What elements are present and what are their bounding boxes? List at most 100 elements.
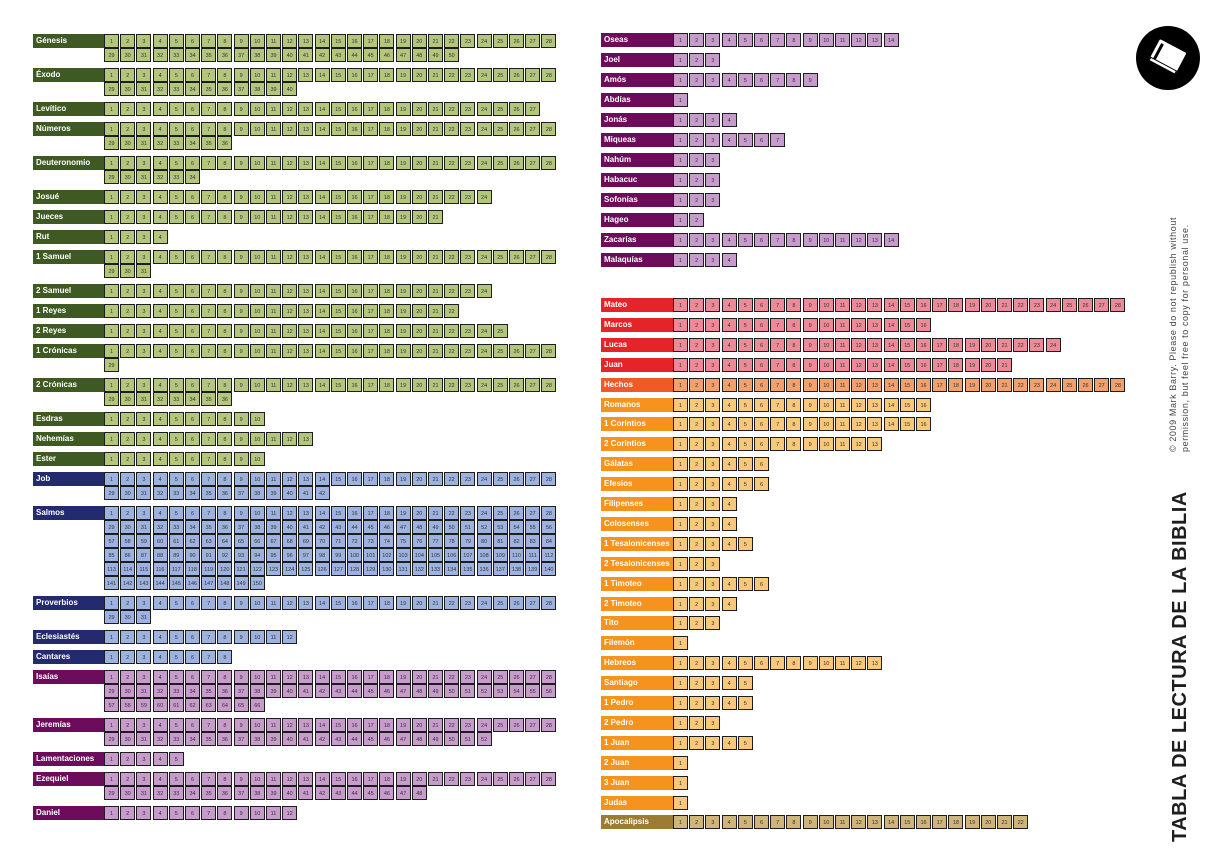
chapter-checkbox[interactable]: 131 <box>395 562 411 576</box>
chapter-checkbox[interactable]: 11 <box>835 33 850 47</box>
chapter-checkbox[interactable]: 5 <box>737 298 753 312</box>
chapter-checkbox[interactable]: 11 <box>835 357 850 372</box>
chapter-checkbox[interactable]: 5 <box>168 806 184 820</box>
chapter-checkbox[interactable]: 31 <box>136 264 152 278</box>
chapter-checkbox[interactable]: 1 <box>104 102 119 116</box>
chapter-checkbox[interactable]: 1 <box>104 596 119 610</box>
chapter-checkbox[interactable]: 132 <box>411 562 427 576</box>
chapter-checkbox[interactable]: 33 <box>168 392 184 406</box>
chapter-checkbox[interactable]: 2 <box>120 506 136 520</box>
chapter-checkbox[interactable]: 21 <box>428 378 443 392</box>
chapter-checkbox[interactable]: 1 <box>673 377 688 392</box>
chapter-checkbox[interactable]: 4 <box>721 113 737 127</box>
chapter-checkbox[interactable]: 2 <box>120 156 136 170</box>
chapter-checkbox[interactable]: 15 <box>330 102 346 116</box>
chapter-checkbox[interactable]: 145 <box>168 576 184 590</box>
chapter-checkbox[interactable]: 12 <box>282 670 298 684</box>
chapter-checkbox[interactable]: 2 <box>689 298 705 312</box>
chapter-checkbox[interactable]: 113 <box>104 562 119 576</box>
chapter-checkbox[interactable]: 22 <box>444 102 460 116</box>
chapter-checkbox[interactable]: 13 <box>298 68 314 82</box>
chapter-checkbox[interactable]: 7 <box>201 718 217 732</box>
chapter-checkbox[interactable]: 23 <box>460 250 476 264</box>
chapter-checkbox[interactable]: 2 <box>120 344 136 358</box>
chapter-checkbox[interactable]: 7 <box>770 33 786 47</box>
chapter-checkbox[interactable]: 23 <box>460 344 476 358</box>
chapter-checkbox[interactable]: 34 <box>185 732 200 746</box>
chapter-checkbox[interactable]: 24 <box>476 34 492 48</box>
chapter-checkbox[interactable]: 4 <box>152 102 168 116</box>
chapter-checkbox[interactable]: 3 <box>136 412 152 426</box>
chapter-checkbox[interactable]: 7 <box>201 324 217 338</box>
chapter-checkbox[interactable]: 8 <box>786 298 802 312</box>
chapter-checkbox[interactable]: 30 <box>120 170 136 184</box>
chapter-checkbox[interactable]: 24 <box>1045 377 1061 392</box>
chapter-checkbox[interactable]: 4 <box>152 210 168 224</box>
chapter-checkbox[interactable]: 14 <box>883 233 899 247</box>
chapter-checkbox[interactable]: 5 <box>168 412 184 426</box>
chapter-checkbox[interactable]: 9 <box>802 377 818 392</box>
chapter-checkbox[interactable]: 3 <box>705 397 721 412</box>
chapter-checkbox[interactable]: 1 <box>673 93 688 107</box>
chapter-checkbox[interactable]: 3 <box>705 556 721 571</box>
chapter-checkbox[interactable]: 7 <box>201 34 217 48</box>
chapter-checkbox[interactable]: 88 <box>152 548 168 562</box>
chapter-checkbox[interactable]: 3 <box>705 457 721 472</box>
chapter-checkbox[interactable]: 15 <box>330 718 346 732</box>
chapter-checkbox[interactable]: 19 <box>395 506 411 520</box>
chapter-checkbox[interactable]: 6 <box>185 806 200 820</box>
chapter-checkbox[interactable]: 17 <box>363 324 379 338</box>
chapter-checkbox[interactable]: 11 <box>266 34 281 48</box>
chapter-checkbox[interactable]: 3 <box>705 53 721 67</box>
chapter-checkbox[interactable]: 13 <box>867 815 883 830</box>
chapter-checkbox[interactable]: 26 <box>509 670 524 684</box>
chapter-checkbox[interactable]: 53 <box>492 684 508 698</box>
chapter-checkbox[interactable]: 6 <box>754 233 769 247</box>
chapter-checkbox[interactable]: 15 <box>330 122 346 136</box>
chapter-checkbox[interactable]: 65 <box>233 534 249 548</box>
chapter-checkbox[interactable]: 9 <box>233 34 249 48</box>
chapter-checkbox[interactable]: 29 <box>104 684 119 698</box>
chapter-checkbox[interactable]: 40 <box>282 48 298 62</box>
chapter-checkbox[interactable]: 8 <box>217 190 233 204</box>
chapter-checkbox[interactable]: 11 <box>266 304 281 318</box>
chapter-checkbox[interactable]: 20 <box>411 34 427 48</box>
chapter-checkbox[interactable]: 25 <box>492 344 508 358</box>
chapter-checkbox[interactable]: 36 <box>217 392 233 406</box>
chapter-checkbox[interactable]: 1 <box>104 284 119 298</box>
chapter-checkbox[interactable]: 33 <box>168 48 184 62</box>
chapter-checkbox[interactable]: 30 <box>120 610 136 624</box>
chapter-checkbox[interactable]: 30 <box>120 486 136 500</box>
chapter-checkbox[interactable]: 1 <box>104 378 119 392</box>
chapter-checkbox[interactable]: 87 <box>136 548 152 562</box>
chapter-checkbox[interactable]: 3 <box>136 596 152 610</box>
chapter-checkbox[interactable]: 2 <box>120 102 136 116</box>
chapter-checkbox[interactable]: 42 <box>314 520 330 534</box>
chapter-checkbox[interactable]: 2 <box>689 133 705 147</box>
chapter-checkbox[interactable]: 15 <box>330 670 346 684</box>
chapter-checkbox[interactable]: 27 <box>525 250 541 264</box>
chapter-checkbox[interactable]: 10 <box>249 630 265 644</box>
chapter-checkbox[interactable]: 19 <box>395 596 411 610</box>
chapter-checkbox[interactable]: 4 <box>152 752 168 766</box>
chapter-checkbox[interactable]: 17 <box>363 718 379 732</box>
chapter-checkbox[interactable]: 44 <box>347 732 362 746</box>
chapter-checkbox[interactable]: 4 <box>152 190 168 204</box>
chapter-checkbox[interactable]: 5 <box>168 506 184 520</box>
chapter-checkbox[interactable]: 54 <box>509 520 524 534</box>
chapter-checkbox[interactable]: 81 <box>492 534 508 548</box>
chapter-checkbox[interactable]: 55 <box>525 520 541 534</box>
chapter-checkbox[interactable]: 17 <box>363 102 379 116</box>
chapter-checkbox[interactable]: 39 <box>266 684 281 698</box>
chapter-checkbox[interactable]: 3 <box>136 670 152 684</box>
chapter-checkbox[interactable]: 6 <box>754 656 769 671</box>
chapter-checkbox[interactable]: 12 <box>851 815 867 830</box>
chapter-checkbox[interactable]: 8 <box>217 284 233 298</box>
chapter-checkbox[interactable]: 17 <box>363 284 379 298</box>
chapter-checkbox[interactable]: 7 <box>201 650 217 664</box>
chapter-checkbox[interactable]: 115 <box>136 562 152 576</box>
chapter-checkbox[interactable]: 1 <box>673 775 688 790</box>
chapter-checkbox[interactable]: 28 <box>541 344 557 358</box>
chapter-checkbox[interactable]: 16 <box>347 156 362 170</box>
chapter-checkbox[interactable]: 3 <box>136 68 152 82</box>
